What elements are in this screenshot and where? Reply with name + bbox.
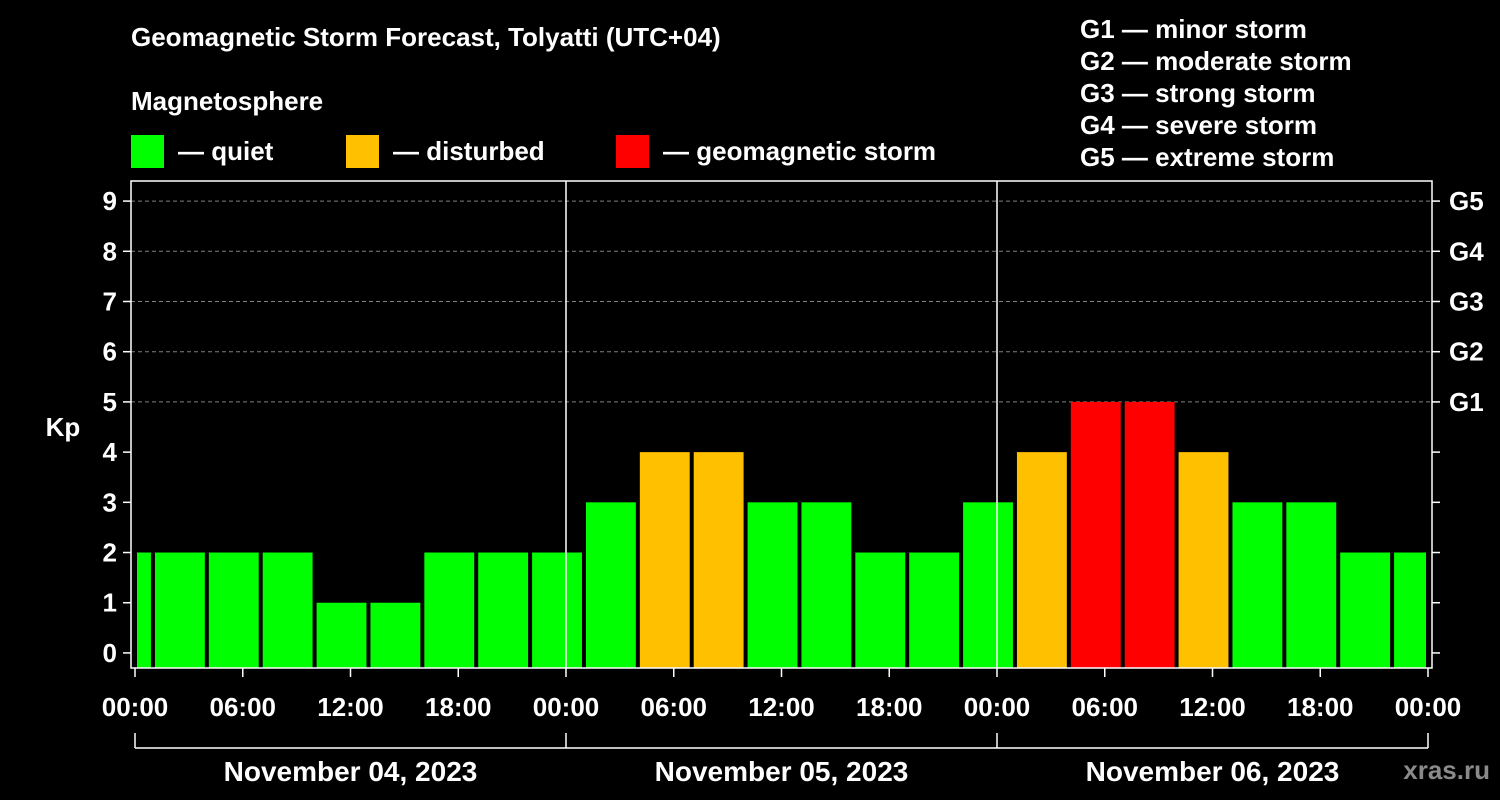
x-tick-label: 00:00 — [1395, 692, 1462, 722]
x-tick-label: 12:00 — [748, 692, 815, 722]
kp-bar-24 — [1394, 552, 1426, 668]
y-tick-label: 0 — [103, 638, 117, 668]
day-label: November 04, 2023 — [224, 756, 478, 787]
x-tick-label: 18:00 — [856, 692, 923, 722]
x-tick-label: 06:00 — [1072, 692, 1139, 722]
g-level-label: G4 — [1449, 236, 1484, 266]
legend-title: Magnetosphere — [131, 86, 324, 116]
y-axis-label: Kp — [46, 412, 81, 442]
legend-label-storm: — geomagnetic storm — [663, 135, 937, 166]
y-tick-label: 4 — [103, 437, 118, 467]
legend-disturbed: — disturbed — [346, 134, 545, 168]
kp-bar-7 — [478, 552, 529, 668]
y-tick-label: 9 — [103, 186, 117, 216]
kp-bar-14 — [855, 552, 906, 668]
y-tick-label: 1 — [103, 588, 117, 618]
kp-bar-23 — [1340, 552, 1391, 668]
x-tick-label: 00:00 — [964, 692, 1031, 722]
g-scale-g1: G1 — minor storm — [1080, 14, 1307, 44]
kp-bar-9 — [585, 502, 636, 668]
x-tick-label: 12:00 — [1179, 692, 1246, 722]
kp-bar-11 — [693, 452, 744, 668]
kp-bar-19 — [1124, 401, 1175, 668]
kp-bar-12 — [747, 502, 798, 668]
g-level-label: G3 — [1449, 286, 1484, 316]
legend-swatch-quiet — [131, 134, 164, 168]
kp-bar-4 — [316, 602, 367, 668]
kp-bar-22 — [1286, 502, 1337, 668]
g-level-label: G5 — [1449, 186, 1484, 216]
x-tick-label: 06:00 — [641, 692, 708, 722]
y-tick-label: 7 — [103, 286, 117, 316]
x-tick-label: 00:00 — [102, 692, 169, 722]
kp-bar-15 — [909, 552, 960, 668]
day-label: November 05, 2023 — [655, 756, 909, 787]
kp-bar-18 — [1070, 401, 1121, 668]
legend-label-disturbed: — disturbed — [393, 135, 545, 166]
x-tick-label: 18:00 — [1287, 692, 1354, 722]
kp-bar-21 — [1232, 502, 1283, 668]
legend-storm: — geomagnetic storm — [616, 134, 936, 168]
y-tick-label: 2 — [103, 538, 117, 568]
legend-swatch-storm — [616, 134, 649, 168]
g-scale-g3: G3 — strong storm — [1080, 78, 1316, 108]
g-scale-legend: G1 — minor storm G2 — moderate storm G3 … — [1080, 14, 1352, 174]
legend-label-quiet: — quiet — [178, 135, 274, 166]
y-tick-label: 3 — [103, 487, 117, 517]
kp-bar-5 — [370, 602, 421, 668]
kp-bar-16 — [963, 502, 1013, 668]
x-tick-label: 18:00 — [425, 692, 492, 722]
x-tick-label: 06:00 — [210, 692, 277, 722]
chart-title: Geomagnetic Storm Forecast, Tolyatti (UT… — [131, 22, 721, 52]
y-tick-label: 5 — [103, 387, 117, 417]
y-tick-label: 6 — [103, 337, 117, 367]
kp-bar-0 — [137, 552, 151, 668]
g-scale-g5: G5 — extreme storm — [1080, 142, 1335, 172]
x-tick-label: 12:00 — [317, 692, 384, 722]
legend-swatch-disturbed — [346, 134, 379, 168]
kp-bar-2 — [208, 552, 259, 668]
kp-bar-17 — [1016, 452, 1067, 668]
g-level-label: G2 — [1449, 337, 1484, 367]
x-tick-label: 00:00 — [533, 692, 600, 722]
kp-bar-20 — [1178, 452, 1229, 668]
kp-bar-13 — [801, 502, 852, 668]
y-tick-label: 8 — [103, 236, 117, 266]
kp-bar-10 — [639, 452, 690, 668]
kp-bar-6 — [424, 552, 475, 668]
g-scale-g2: G2 — moderate storm — [1080, 46, 1352, 76]
g-scale-g4: G4 — severe storm — [1080, 110, 1318, 140]
kp-bar-8 — [532, 552, 582, 668]
legend-quiet: — quiet — [131, 134, 273, 168]
kp-bar-1 — [154, 552, 205, 668]
watermark: xras.ru — [1403, 755, 1490, 785]
day-label: November 06, 2023 — [1086, 756, 1340, 787]
g-level-label: G1 — [1449, 387, 1484, 417]
kp-bar-3 — [262, 552, 313, 668]
